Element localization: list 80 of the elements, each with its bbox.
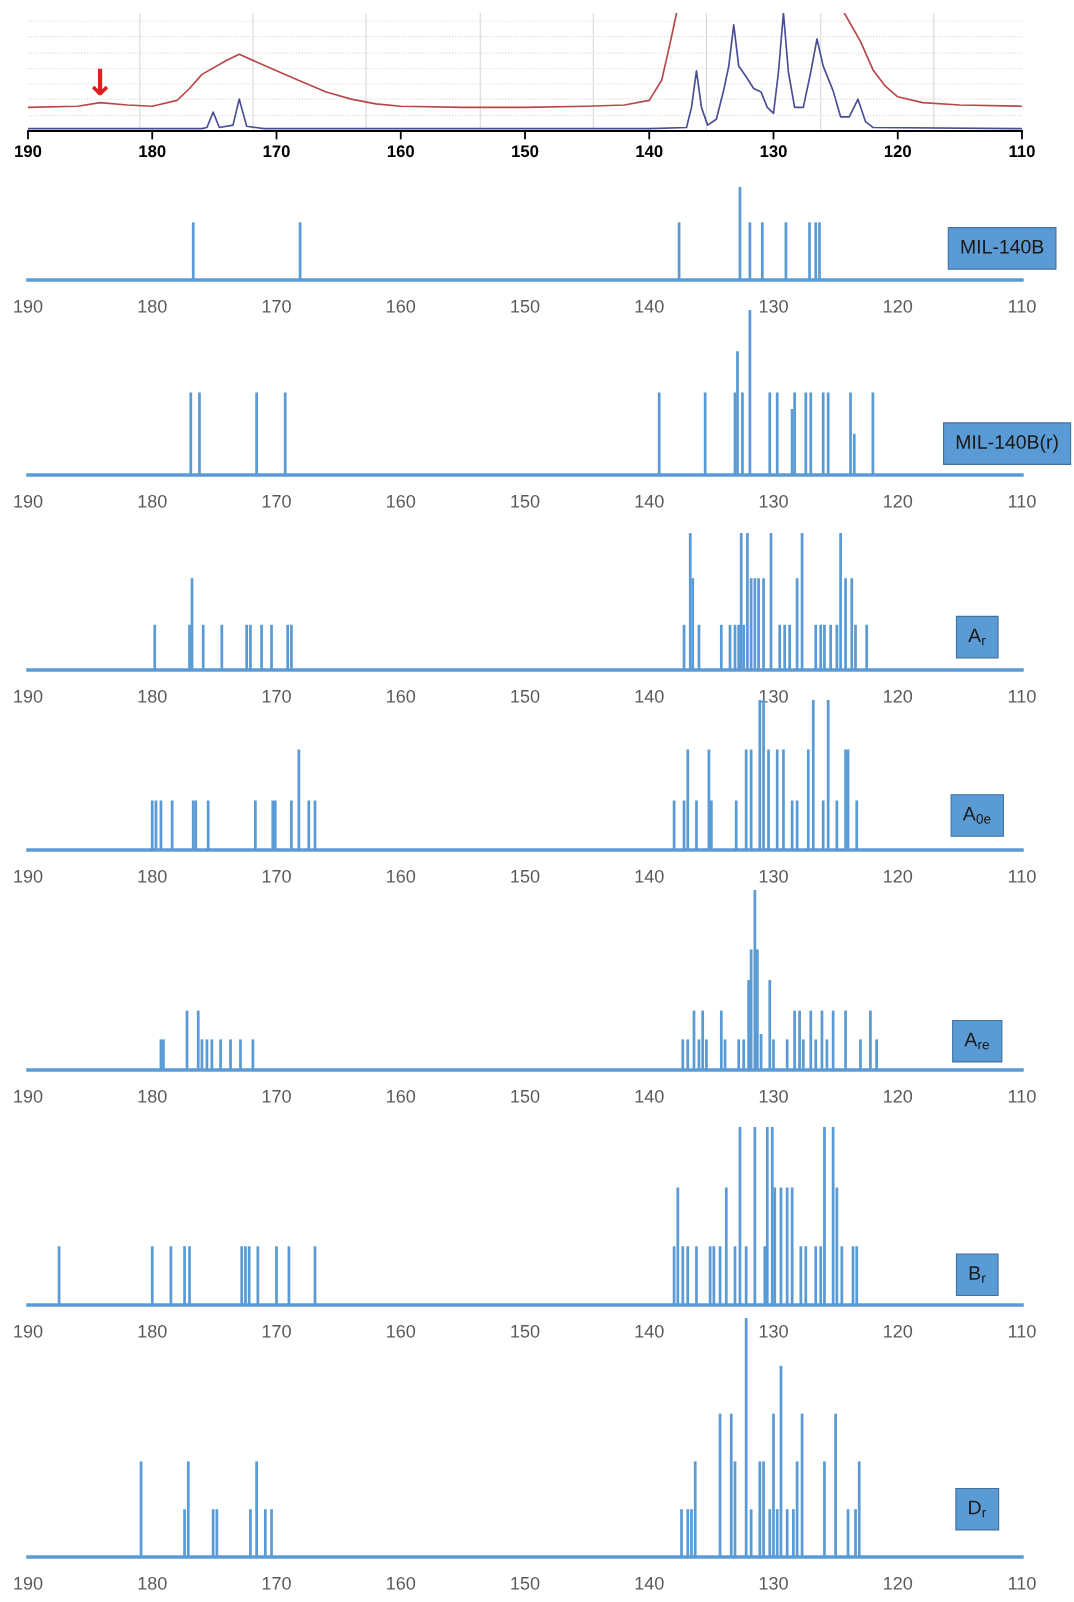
x-tick-label: 130 [759,1576,788,1590]
x-tick-label: 160 [387,494,416,508]
x-tick-label: 140 [635,1324,664,1338]
x-tick-label: 160 [387,1576,416,1590]
annotation: MIL-140B [961,239,1044,254]
x-tick-label: 110 [1008,1324,1036,1338]
x-tick-label: 180 [138,1089,167,1103]
x-tick-label: 190 [14,299,43,313]
x-tick-label: 160 [387,299,416,313]
x-tick-label: 120 [884,494,913,508]
x-tick-label: 120 [884,1324,913,1338]
x-tick-label: 190 [14,1324,43,1338]
x-tick-label: 110 [1008,299,1036,313]
annotation: D$_{r}$ [969,1500,987,1518]
x-tick-label: 190 [14,869,43,883]
annotation: ↓ [91,68,109,96]
x-tick-label: 140 [635,494,664,508]
x-tick-label: 150 [511,1089,540,1103]
x-tick-label: 130 [759,1324,788,1338]
x-tick-label: 140 [635,1089,664,1103]
x-tick-label: 140 [635,299,664,313]
x-tick-label: 130 [759,494,788,508]
x-tick-label: 160 [387,689,416,703]
x-tick-label: 130 [759,299,788,313]
x-tick-label: 180 [138,1576,167,1590]
x-tick-label: 150 [511,869,540,883]
x-tick-label: 190 [15,145,42,158]
x-tick-label: 170 [262,494,291,508]
x-tick-label: 140 [635,1576,664,1590]
x-tick-label: 110 [1008,1576,1036,1590]
x-tick-label: 170 [262,689,291,703]
x-tick-label: 150 [511,1324,540,1338]
x-tick-label: 110 [1009,145,1035,158]
x-tick-label: 190 [14,494,43,508]
x-tick-label: 150 [511,299,540,313]
x-tick-label: 170 [263,145,290,158]
x-tick-label: 150 [511,1576,540,1590]
x-tick-label: 140 [635,869,664,883]
x-tick-label: 170 [262,1089,291,1103]
annotation: A$_{0e}$ [962,807,991,824]
x-tick-label: 180 [138,1324,167,1338]
x-tick-label: 160 [387,145,414,158]
x-tick-label: 190 [14,1089,43,1103]
x-tick-label: 120 [884,869,913,883]
x-tick-label: 160 [387,1324,416,1338]
x-tick-label: 190 [14,689,43,703]
x-tick-label: 110 [1008,1089,1036,1103]
x-tick-label: 150 [511,689,540,703]
x-tick-label: 110 [1008,689,1036,703]
x-tick-label: 130 [759,869,788,883]
x-tick-label: 130 [760,145,787,158]
annotation: B$_{r}$ [969,1266,986,1283]
x-tick-label: 130 [759,1089,788,1103]
annotation: A$_{r}$ [968,628,986,646]
x-tick-label: 130 [759,689,788,703]
x-tick-label: 180 [138,494,167,508]
x-tick-label: 180 [139,145,166,158]
x-tick-label: 150 [511,494,540,508]
x-tick-label: 120 [884,299,913,313]
x-tick-label: 180 [138,689,167,703]
x-tick-label: 140 [635,689,664,703]
x-tick-label: 170 [262,299,291,313]
x-tick-label: 170 [262,1576,291,1590]
x-tick-label: 180 [138,869,167,883]
x-tick-label: 170 [262,869,291,883]
x-tick-label: 110 [1008,869,1036,883]
x-tick-label: 160 [387,869,416,883]
x-tick-label: 120 [884,689,913,703]
x-tick-label: 170 [262,1324,291,1338]
x-tick-label: 120 [884,1089,913,1103]
annotation: A$_{re}$ [964,1032,989,1050]
x-tick-label: 190 [14,1576,43,1590]
x-tick-label: 150 [512,145,539,158]
x-tick-label: 110 [1008,494,1036,508]
x-tick-label: 120 [884,145,911,158]
x-tick-label: 160 [387,1089,416,1103]
x-tick-label: 180 [138,299,167,313]
x-tick-label: 120 [884,1576,913,1590]
x-tick-label: 140 [636,145,663,158]
annotation: MIL-140B(r) [956,434,1058,453]
